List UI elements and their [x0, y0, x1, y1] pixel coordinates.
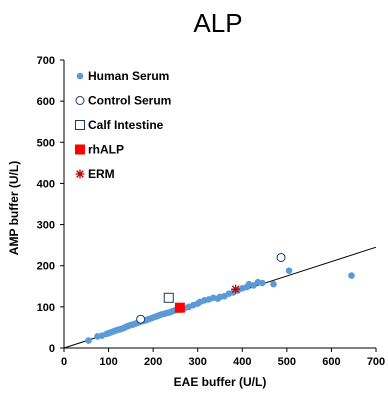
data-point-control-serum	[136, 314, 146, 324]
series-control-serum	[136, 252, 286, 324]
data-point-human-serum	[348, 272, 355, 279]
chart-title: ALP	[193, 8, 242, 38]
legend-label-control-serum: Control Serum	[88, 94, 171, 108]
x-tick-label: 0	[61, 356, 67, 368]
data-point-human-serum	[85, 337, 92, 344]
series-erm	[231, 284, 241, 294]
legend-marker-rhalp	[75, 144, 85, 155]
data-point-human-serum	[270, 280, 277, 288]
y-tick-label: 300	[37, 220, 55, 232]
x-tick-label: 600	[322, 356, 340, 368]
axes: 0 100 200 300 400 500 600 700 0 100 200 300 400 500 60…	[37, 55, 386, 368]
series-calf-intestine	[163, 292, 174, 303]
series-human-serum	[85, 267, 355, 344]
data-points	[85, 252, 355, 344]
data-point-human-serum	[259, 279, 266, 287]
legend-label-calf-intestine: Calf Intestine	[88, 118, 164, 132]
legend-marker-erm	[75, 169, 85, 179]
legend-marker-human-serum	[76, 72, 84, 80]
legend: Human Serum Control Serum Calf Intestine rh…	[75, 69, 171, 181]
legend-marker-control-serum	[75, 96, 85, 105]
data-point-control-serum	[276, 252, 286, 262]
x-axis-label: EAE buffer (U/L)	[174, 375, 267, 389]
legend-marker-calf-intestine	[75, 120, 85, 130]
y-tick-label: 0	[49, 343, 55, 355]
x-tick-label: 200	[144, 356, 162, 368]
legend-label-human-serum: Human Serum	[88, 69, 169, 83]
x-tick-label: 300	[189, 356, 207, 368]
y-tick-label: 400	[37, 178, 55, 190]
y-tick-label: 200	[37, 261, 55, 273]
legend-label-rhalp: rhALP	[88, 143, 124, 157]
y-axis-label: AMP buffer (U/L)	[7, 161, 21, 255]
y-tick-label: 700	[37, 55, 55, 67]
data-point-erm	[231, 284, 241, 294]
data-point-calf-intestine	[163, 292, 174, 303]
data-point-human-serum	[285, 267, 293, 274]
x-tick-label: 100	[99, 356, 117, 368]
y-tick-label: 100	[37, 302, 55, 314]
x-tick-label: 400	[233, 356, 251, 368]
x-tick-label: 500	[278, 356, 296, 368]
series-rhalp	[174, 302, 185, 313]
y-tick-label: 600	[37, 96, 55, 108]
y-tick-label: 500	[37, 137, 55, 149]
legend-label-erm: ERM	[88, 167, 115, 181]
x-tick-label: 700	[367, 356, 385, 368]
data-point-rhalp	[174, 302, 185, 313]
